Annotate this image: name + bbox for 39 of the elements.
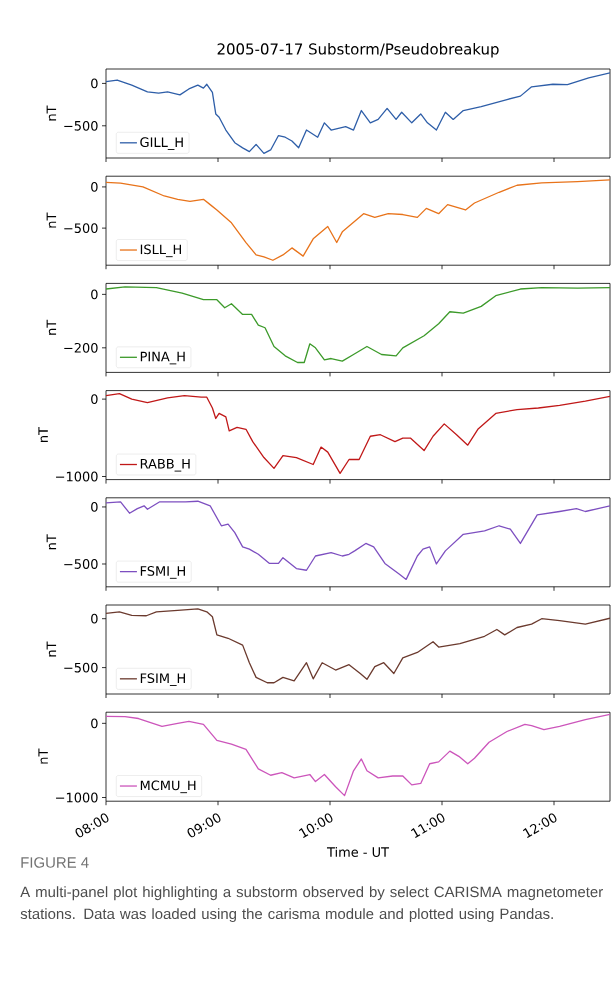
line-series (106, 72, 610, 154)
text: A multi-panel plot highlighting a substorm observed by select CARISMA magnetometer stations. Data was loaded using the carisma module and plotted using Pandas. (20, 886, 603, 923)
y-tick-label: 0 (91, 394, 98, 405)
line-series (106, 393, 610, 475)
line-series (106, 179, 610, 261)
y-tick-label: 0 (91, 718, 98, 729)
legend-label: RABB_H (140, 459, 190, 472)
legend-label: ISLL_H (140, 244, 181, 258)
y-axis-title: nT (46, 212, 57, 228)
legend-label: FSMI_H (140, 566, 185, 579)
y-tick-label: −500 (64, 120, 98, 131)
y-tick-label: 0 (91, 289, 98, 300)
y-tick-label: 0 (91, 182, 98, 192)
y-tick-label: −1000 (56, 792, 98, 803)
y-tick-label: 0 (91, 502, 98, 512)
y-axis-title: nT (46, 105, 57, 121)
y-tick-label: −500 (64, 223, 98, 234)
chart-title: 2005-07-17 Substorm/Pseudobreakup (217, 43, 499, 58)
y-tick-label: −500 (64, 559, 98, 569)
y-tick-label: −200 (64, 342, 98, 353)
legend-label: FSIM_H (140, 673, 185, 686)
line-series (106, 286, 610, 364)
line-series (106, 608, 610, 684)
y-axis-title: nT (38, 427, 48, 442)
line-series (106, 713, 610, 797)
legend-label: PINA_H (140, 351, 185, 365)
y-axis-title: nT (46, 534, 57, 550)
x-axis-title: Time - UT (326, 846, 390, 857)
y-tick-label: −500 (64, 662, 98, 673)
caption: FIGURE 4 (21, 857, 89, 868)
legend-label: MCMU_H (140, 780, 196, 794)
y-axis-title: nT (46, 319, 57, 335)
legend-label: GILL_H (140, 137, 183, 150)
y-axis-title: nT (38, 748, 48, 764)
y-tick-label: 0 (91, 78, 98, 89)
y-tick-label: −1000 (56, 471, 98, 482)
y-axis-title: nT (46, 641, 57, 657)
y-tick-label: 0 (91, 613, 98, 624)
line-series (106, 500, 610, 581)
